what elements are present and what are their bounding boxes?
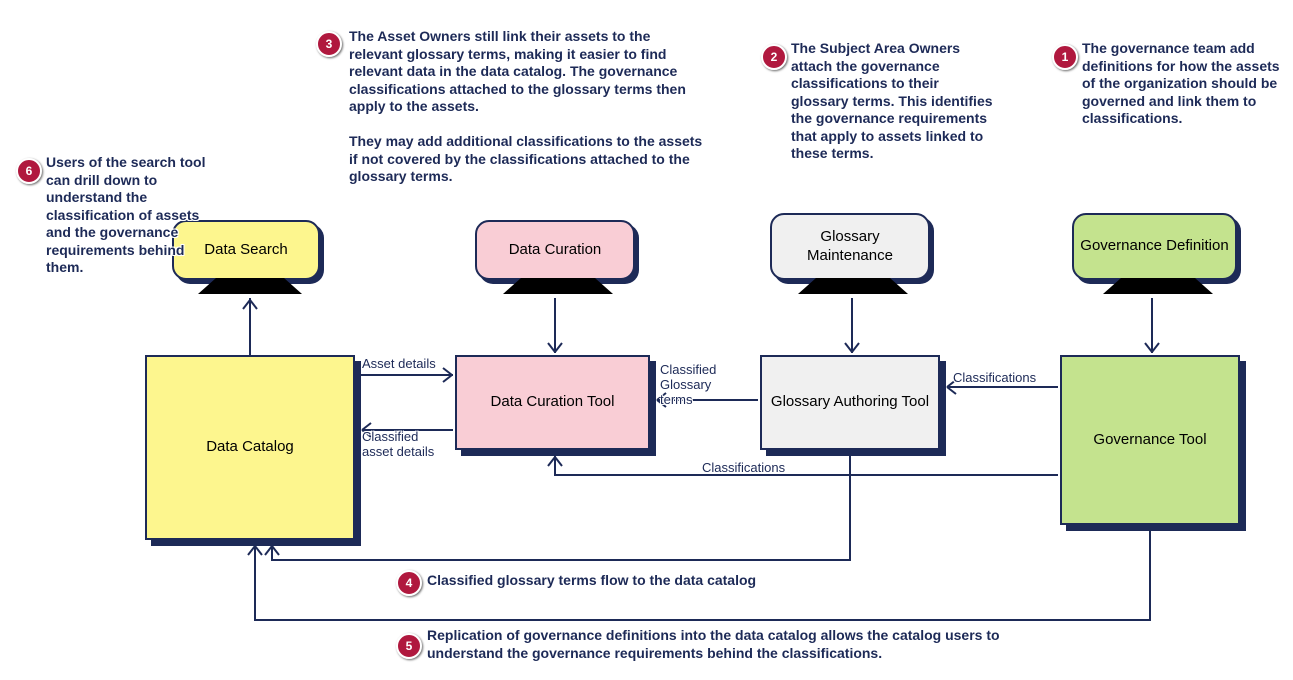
monitor-glossary-maintenance-base — [798, 278, 908, 294]
monitor-glossary-maintenance-screen: Glossary Maintenance — [770, 213, 930, 280]
monitor-governance-definition-base — [1103, 278, 1213, 294]
annotation-3: The Asset Owners still link their assets… — [349, 28, 704, 186]
edge-label-classified-glossary-text: Classified Glossary terms — [660, 362, 716, 407]
monitor-glossary-maintenance-label: Glossary Maintenance — [778, 228, 922, 266]
edge-label-classifications-top: Classifications — [953, 371, 1036, 386]
annotation-1: The governance team add definitions for … — [1082, 40, 1282, 128]
annotation-4: Classified glossary terms flow to the da… — [427, 572, 927, 590]
monitor-data-search-label: Data Search — [204, 241, 287, 260]
badge-3: 3 — [316, 31, 342, 57]
annotation-5-text: Replication of governance definitions in… — [427, 627, 1000, 661]
badge-2: 2 — [761, 44, 787, 70]
badge-6: 6 — [16, 158, 42, 184]
edge-label-classified-asset-text: Classified asset details — [362, 429, 434, 459]
monitor-data-curation-screen: Data Curation — [475, 220, 635, 280]
edge-label-classified-glossary: Classified Glossary terms — [660, 363, 716, 408]
annotation-2-text: The Subject Area Owners attach the gover… — [791, 40, 993, 161]
badge-6-num: 6 — [26, 164, 33, 178]
edge-label-classifications-top-text: Classifications — [953, 370, 1036, 385]
monitor-governance-definition-screen: Governance Definition — [1072, 213, 1237, 280]
box-glossary-authoring-tool-label: Glossary Authoring Tool — [771, 393, 929, 412]
badge-5-num: 5 — [406, 639, 413, 653]
badge-1: 1 — [1052, 44, 1078, 70]
badge-4: 4 — [396, 570, 422, 596]
edge-label-asset-details-text: Asset details — [362, 356, 436, 371]
badge-5: 5 — [396, 633, 422, 659]
box-governance-tool-label: Governance Tool — [1093, 431, 1206, 450]
annotation-4-text: Classified glossary terms flow to the da… — [427, 572, 756, 588]
annotation-6-text: Users of the search tool can drill down … — [46, 154, 206, 275]
box-glossary-authoring-tool: Glossary Authoring Tool — [760, 355, 940, 450]
edge-label-classifications-bottom-text: Classifications — [702, 460, 785, 475]
box-data-curation-tool-label: Data Curation Tool — [491, 393, 615, 412]
edge-label-classifications-bottom: Classifications — [702, 461, 785, 476]
monitor-governance-definition-label: Governance Definition — [1080, 237, 1228, 256]
monitor-data-curation-base — [503, 278, 613, 294]
box-governance-tool: Governance Tool — [1060, 355, 1240, 525]
monitor-data-curation-label: Data Curation — [509, 241, 602, 260]
annotation-6: Users of the search tool can drill down … — [46, 154, 216, 277]
annotation-1-text: The governance team add definitions for … — [1082, 40, 1280, 126]
monitor-data-search-base — [198, 278, 302, 294]
annotation-2: The Subject Area Owners attach the gover… — [791, 40, 996, 163]
box-data-catalog: Data Catalog — [145, 355, 355, 540]
badge-3-num: 3 — [326, 37, 333, 51]
annotation-5: Replication of governance definitions in… — [427, 627, 1027, 662]
badge-4-num: 4 — [406, 576, 413, 590]
box-data-curation-tool: Data Curation Tool — [455, 355, 650, 450]
diagram-stage: { "type": "flowchart", "canvas": { "widt… — [0, 0, 1293, 680]
annotation-3-text: The Asset Owners still link their assets… — [349, 28, 702, 184]
edge-label-asset-details: Asset details — [362, 357, 436, 372]
badge-2-num: 2 — [771, 50, 778, 64]
box-data-catalog-label: Data Catalog — [206, 438, 294, 457]
badge-1-num: 1 — [1062, 50, 1069, 64]
edge-label-classified-asset: Classified asset details — [362, 430, 434, 460]
